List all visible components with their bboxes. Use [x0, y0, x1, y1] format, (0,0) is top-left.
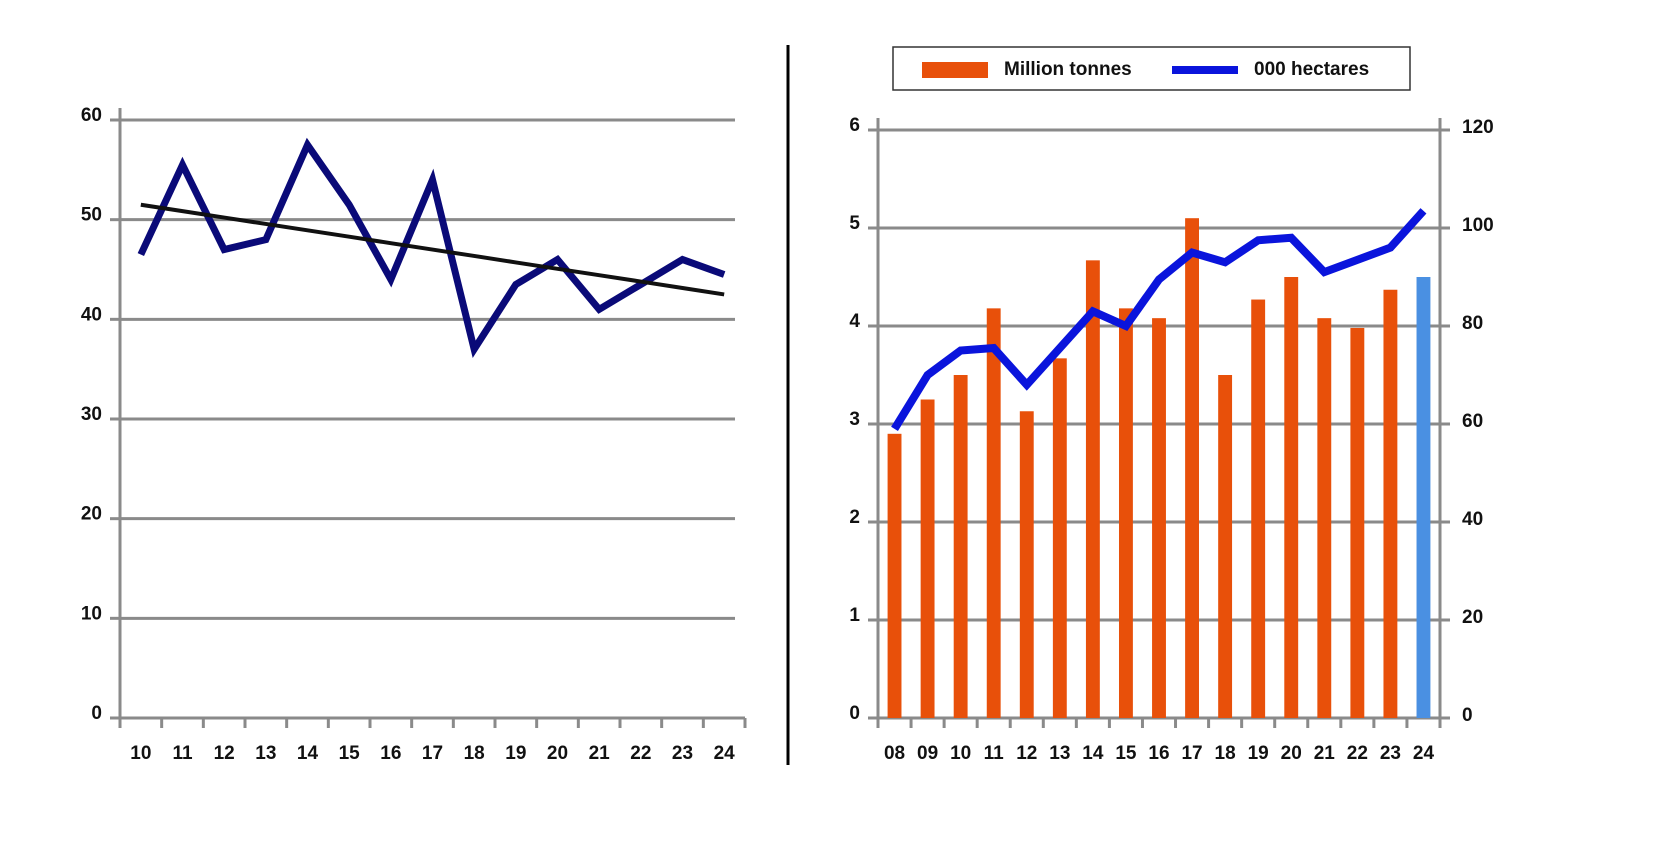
- x-tick-label: 16: [1148, 743, 1169, 764]
- x-tick-label: 15: [1115, 743, 1137, 764]
- y-tick-label: 50: [81, 205, 102, 226]
- x-tick-label: 24: [714, 743, 736, 764]
- bar: [953, 375, 968, 718]
- x-tick-label: 14: [297, 743, 319, 764]
- bar: [920, 399, 935, 718]
- x-tick-label: 17: [1181, 743, 1202, 764]
- y-tick-label: 5: [849, 213, 860, 234]
- y-tick-label: 40: [81, 304, 102, 325]
- y-tick-label: 10: [81, 603, 102, 624]
- bar: [1251, 299, 1266, 718]
- x-tick-label: 11: [172, 743, 193, 764]
- y2-tick-label: 40: [1462, 509, 1483, 530]
- bar: [1052, 358, 1067, 718]
- bar: [1317, 318, 1332, 718]
- bar: [1218, 375, 1233, 718]
- x-tick-label: 23: [1380, 743, 1401, 764]
- x-tick-label: 21: [589, 743, 611, 764]
- bar: [1085, 260, 1100, 718]
- line: [140, 202, 725, 297]
- x-tick-label: 14: [1082, 743, 1104, 764]
- y-tick-label: 0: [849, 703, 860, 724]
- bar: [887, 433, 902, 718]
- x-tick-label: 23: [672, 743, 693, 764]
- x-tick-label: 22: [1347, 743, 1368, 764]
- x-tick-label: 13: [255, 743, 276, 764]
- y2-tick-label: 100: [1462, 215, 1494, 236]
- bar: [1350, 327, 1365, 718]
- legend-label: Million tonnes: [1004, 59, 1132, 80]
- y-tick-label: 2: [849, 507, 860, 528]
- y-tick-label: 4: [849, 311, 860, 332]
- x-tick-label: 19: [1248, 743, 1269, 764]
- y2-tick-label: 20: [1462, 607, 1483, 628]
- y-tick-label: 3: [849, 409, 860, 430]
- x-tick-label: 18: [1215, 743, 1236, 764]
- legend-swatch: [922, 62, 988, 78]
- y-tick-label: 6: [849, 115, 860, 136]
- bar: [1019, 411, 1034, 718]
- x-tick-label: 20: [547, 743, 568, 764]
- x-tick-label: 21: [1314, 743, 1336, 764]
- x-tick-label: 08: [884, 743, 905, 764]
- y2-tick-label: 80: [1462, 313, 1483, 334]
- x-tick-label: 16: [380, 743, 401, 764]
- x-tick-label: 17: [422, 743, 443, 764]
- bar: [1185, 218, 1200, 718]
- y-tick-label: 1: [849, 605, 860, 626]
- bar: [986, 308, 1001, 718]
- bar: [1383, 289, 1398, 718]
- y2-tick-label: 0: [1462, 705, 1473, 726]
- x-tick-label: 12: [214, 743, 235, 764]
- y-tick-label: 20: [81, 504, 102, 525]
- x-tick-label: 24: [1413, 743, 1435, 764]
- bar: [1416, 277, 1431, 718]
- x-tick-label: 10: [130, 743, 151, 764]
- line: [137, 137, 726, 358]
- legend-label: 000 hectares: [1254, 59, 1369, 80]
- bar: [1118, 308, 1133, 718]
- y-tick-label: 60: [81, 105, 102, 126]
- x-tick-label: 22: [630, 743, 651, 764]
- bar: [1152, 318, 1166, 718]
- x-tick-label: 11: [984, 743, 1005, 764]
- y2-tick-label: 60: [1462, 411, 1483, 432]
- x-tick-label: 10: [950, 743, 971, 764]
- line: [891, 208, 1427, 431]
- bar: [1284, 277, 1299, 718]
- x-tick-label: 20: [1281, 743, 1302, 764]
- y-tick-label: 30: [81, 404, 102, 425]
- x-tick-label: 15: [339, 743, 361, 764]
- x-tick-label: 09: [917, 743, 938, 764]
- y-tick-label: 0: [91, 703, 102, 724]
- x-tick-label: 19: [505, 743, 526, 764]
- y2-tick-label: 120: [1462, 117, 1494, 138]
- x-tick-label: 12: [1016, 743, 1037, 764]
- x-tick-label: 18: [464, 743, 485, 764]
- x-tick-label: 13: [1049, 743, 1070, 764]
